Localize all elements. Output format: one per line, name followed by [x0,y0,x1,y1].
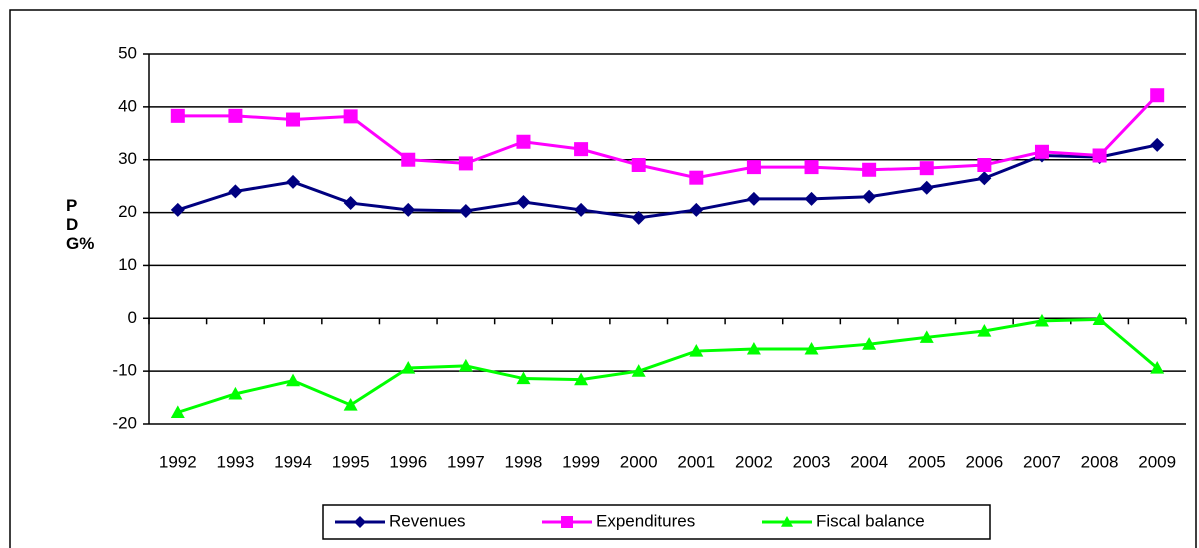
series-line [177,143,1158,220]
legend-label: Revenues [389,511,466,530]
x-tick-label: 1997 [447,452,485,471]
marker [343,109,358,124]
x-tick-label: 2000 [620,452,658,471]
x-tick-label: 1996 [389,452,427,471]
series-line [177,94,1159,180]
x-tick-label: 2001 [677,452,715,471]
marker [919,330,934,343]
x-tick-label: 2008 [1081,452,1119,471]
x-tick-label: 2005 [908,452,946,471]
marker [781,516,793,527]
y-tick-label: 50 [118,43,137,62]
x-tick-label: 2004 [850,452,888,471]
marker [228,108,243,123]
marker [804,191,819,206]
marker [574,202,589,217]
marker [1150,137,1165,152]
marker [1150,88,1165,103]
marker [170,202,185,217]
marker [574,372,589,386]
marker [862,337,877,350]
marker [458,156,473,171]
marker [170,108,185,123]
marker [1092,148,1107,163]
marker [516,134,531,149]
y-tick-label: -20 [112,413,137,432]
x-tick-label: 2007 [1023,452,1061,471]
y-tick-label: 10 [118,255,137,274]
marker [401,152,416,167]
marker [286,112,301,127]
marker [862,189,877,204]
x-tick-label: 2006 [965,452,1003,471]
marker [804,160,819,175]
marker [919,161,934,176]
marker [746,341,761,355]
x-tick-label: 2002 [735,452,773,471]
marker [170,405,185,418]
x-tick-label: 2009 [1138,452,1176,471]
marker [574,142,589,157]
marker [343,397,358,411]
marker [458,203,473,218]
y-tick-label: -10 [112,361,137,380]
marker [689,344,704,357]
x-tick-label: 1993 [217,452,255,471]
legend-label: Fiscal balance [816,511,925,530]
series-line [177,317,1159,414]
x-tick-label: 1994 [274,452,312,471]
x-tick-label: 1995 [332,452,370,471]
chart-frame [9,9,1197,548]
marker [343,196,358,211]
marker [228,184,243,199]
marker [401,202,416,217]
x-tick-label: 1998 [505,452,543,471]
y-tick-label: 20 [118,202,137,221]
marker [631,210,646,225]
marker [977,171,992,186]
y-axis-label: PDG% [66,196,95,253]
x-tick-label: 2003 [793,452,831,471]
marker [401,360,416,374]
marker [804,341,819,355]
marker [1034,313,1049,327]
marker [689,170,704,185]
marker [228,386,243,400]
marker [746,160,761,175]
marker [977,323,992,337]
marker [516,195,531,209]
marker [1034,144,1049,159]
marker [286,174,301,189]
marker [561,516,573,528]
marker [458,358,473,372]
marker [354,516,366,528]
marker [286,373,301,387]
marker [689,202,704,217]
x-tick-label: 1992 [159,452,197,471]
marker [631,158,646,172]
legend-box [322,504,991,540]
legend-label: Expenditures [596,511,695,530]
y-tick-label: 40 [118,96,137,115]
marker [1150,360,1165,374]
x-tick-label: 1999 [562,452,600,471]
y-tick-label: 30 [118,149,137,168]
marker [746,191,761,206]
marker [631,364,646,377]
marker [977,158,992,172]
marker [516,371,531,385]
marker [919,180,934,195]
marker [1092,312,1107,325]
marker [862,162,877,177]
y-tick-label: 0 [128,308,137,327]
